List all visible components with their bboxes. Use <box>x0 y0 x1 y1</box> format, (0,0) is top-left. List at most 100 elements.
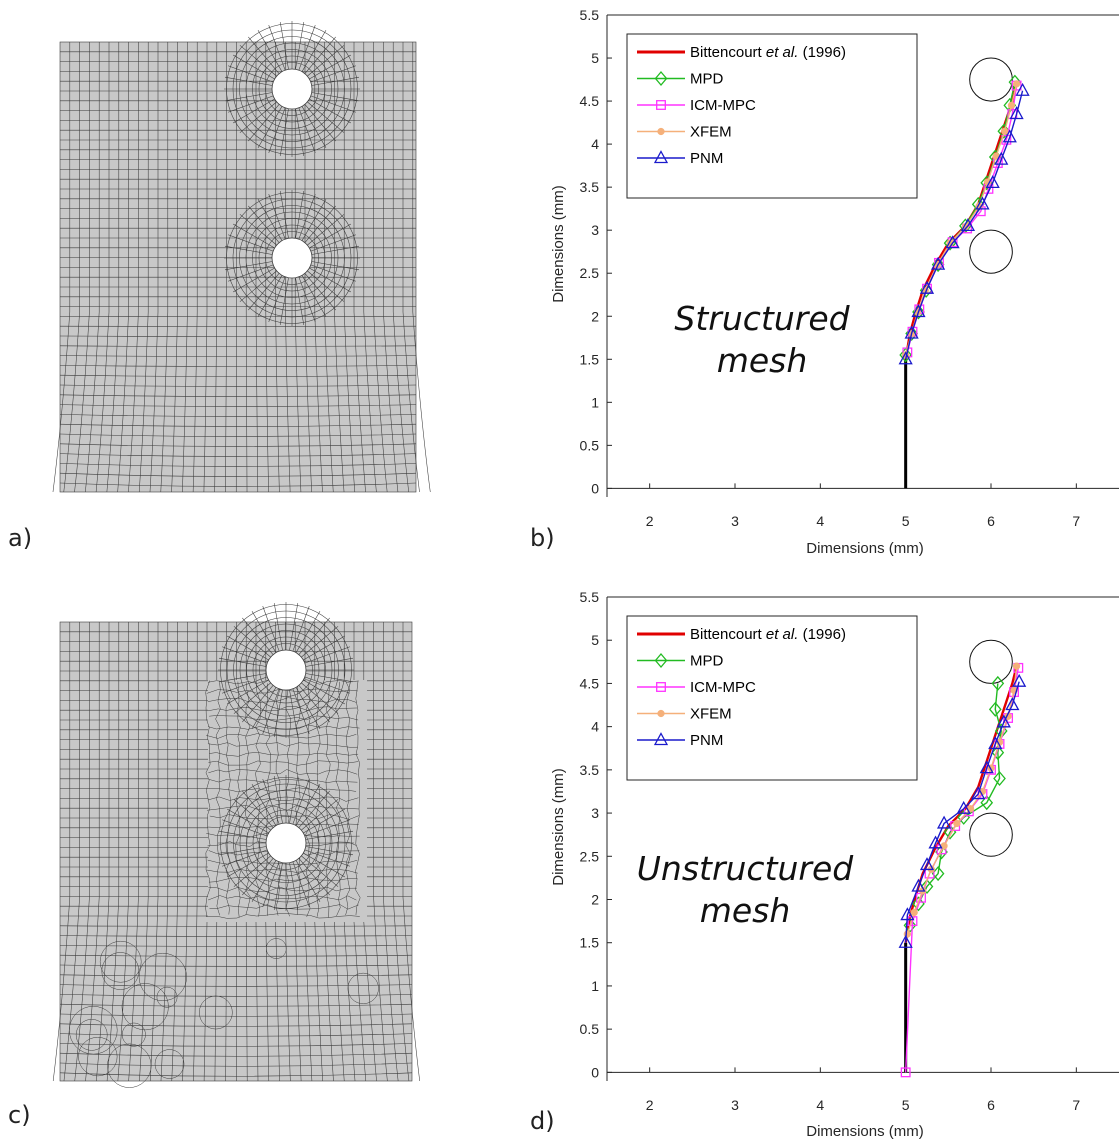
series-bittencourt <box>904 83 1018 360</box>
data-point-mpd <box>920 879 934 895</box>
data-point-pnm <box>898 934 913 948</box>
x-tick-label: 6 <box>987 1097 995 1113</box>
annotation-line-1: Structured <box>674 299 850 338</box>
data-point-pnm <box>996 714 1011 728</box>
legend-item-xfem: XFEM <box>637 706 732 723</box>
mesh-hole-1 <box>265 649 307 691</box>
x-tick-label: 7 <box>1072 513 1080 529</box>
data-point-pnm <box>936 815 952 829</box>
plot-area <box>898 57 1030 489</box>
y-tick-label: 3.5 <box>580 762 600 778</box>
unstructured-mesh-image <box>52 602 420 1088</box>
data-point-pnm <box>911 304 926 318</box>
legend-item-pnm: PNM <box>637 732 723 749</box>
x-tick-label: 7 <box>1072 1097 1080 1113</box>
data-point-pnm <box>985 174 1000 188</box>
plot-area <box>898 639 1027 1078</box>
data-point-xfem <box>1007 101 1016 110</box>
y-tick-label: 1 <box>591 394 599 410</box>
legend-label-pnm: PNM <box>690 732 723 749</box>
series-bittencourt <box>904 665 1018 943</box>
data-point-pnm <box>1012 673 1027 687</box>
data-point-pnm <box>975 196 990 210</box>
x-tick-label: 4 <box>816 513 824 529</box>
mesh-hole-1 <box>271 68 313 110</box>
series-line-bittencourt <box>904 665 1018 943</box>
y-tick-label: 3.5 <box>580 179 600 195</box>
legend-marker-icm <box>656 100 666 110</box>
legend-item-xfem: XFEM <box>637 124 732 141</box>
data-point-mpd <box>991 675 1005 691</box>
panel-label-b: b) <box>530 524 555 552</box>
legend-label-xfem: XFEM <box>690 706 732 723</box>
annotation-line-2: mesh <box>700 891 791 930</box>
data-point-pnm <box>904 325 919 339</box>
y-tick-label: 5 <box>591 632 599 648</box>
y-tick-label: 1.5 <box>580 351 600 367</box>
legend-marker-pnm <box>653 732 669 746</box>
y-tick-label: 0.5 <box>580 1021 600 1037</box>
x-tick-label: 3 <box>731 1097 739 1113</box>
hole-outline-2 <box>969 229 1013 274</box>
data-point-pnm <box>919 280 935 294</box>
series-pnm <box>898 673 1027 948</box>
mesh-hole-2 <box>265 822 307 864</box>
x-tick-label: 3 <box>731 513 739 529</box>
y-tick-label: 4.5 <box>580 675 600 691</box>
data-point-pnm <box>994 151 1009 165</box>
data-point-pnm <box>979 760 994 774</box>
hole-refinement-1 <box>224 21 360 157</box>
data-point-xfem <box>1012 662 1021 670</box>
data-point-mpd <box>991 745 1005 761</box>
data-point-pnm <box>971 786 986 800</box>
y-tick-label: 0.5 <box>580 437 600 453</box>
legend-box <box>626 615 918 781</box>
mesh-panel-a <box>52 21 431 493</box>
x-tick-label: 2 <box>646 1097 654 1113</box>
legend-item-mpd: MPD <box>637 653 724 670</box>
y-tick-label: 4 <box>591 719 599 735</box>
legend-item-icm: ICM-MPC <box>637 679 756 696</box>
structured-mesh-image <box>52 21 431 493</box>
legend-marker-icm <box>656 682 666 692</box>
x-axis-label: Dimensions (mm) <box>806 540 924 557</box>
data-point-pnm <box>900 907 915 921</box>
panel-label-d: d) <box>530 1107 555 1135</box>
x-tick-label: 4 <box>816 1097 824 1113</box>
legend-label-xfem: XFEM <box>690 124 732 141</box>
data-point-xfem <box>1012 80 1021 88</box>
hole-outline-1 <box>969 57 1013 102</box>
data-point-pnm <box>930 256 946 270</box>
y-tick-label: 1.5 <box>580 935 600 951</box>
chart-unstructured: 0 0.5 1 1.5 2 2.5 3 3.5 4 4.5 5 5.5 2 3 4 5 6 7 Dimensions… <box>550 589 1119 1140</box>
legend-marker-xfem <box>657 709 665 718</box>
data-point-mpd <box>899 347 913 363</box>
data-point-pnm <box>1009 106 1024 120</box>
data-point-pnm <box>960 218 976 232</box>
data-point-pnm <box>988 736 1003 750</box>
y-tick-label: 5 <box>591 50 599 66</box>
hole-outline-2 <box>969 812 1013 857</box>
legend-marker-xfem <box>657 127 665 136</box>
x-axis-label: Dimensions (mm) <box>806 1123 924 1140</box>
data-point-xfem <box>1001 127 1009 135</box>
y-tick-label: 2 <box>591 892 599 908</box>
legend-item-mpd: MPD <box>637 71 724 88</box>
data-point-mpd <box>988 701 1002 717</box>
x-tick-label: 5 <box>902 513 910 529</box>
data-point-mpd <box>980 795 994 811</box>
y-tick-label: 0 <box>591 480 599 496</box>
legend-label-bittencourt: Bittencourt et al. (1996) <box>690 626 846 643</box>
series-pnm <box>898 82 1030 365</box>
legend-item-bittencourt: Bittencourt et al. (1996) <box>637 626 846 643</box>
series-line-pnm <box>904 90 1024 360</box>
hole-refinement-2 <box>224 190 360 326</box>
y-tick-label: 4 <box>591 136 599 152</box>
chart-structured: 0 0.5 1 1.5 2 2.5 3 3.5 4 4.5 5 5.5 2 3 4 5 6 7 Dimensions… <box>550 7 1119 557</box>
y-tick-label: 1 <box>591 978 599 994</box>
y-tick-label: 2.5 <box>580 848 600 864</box>
y-tick-label: 2 <box>591 308 599 324</box>
series-line-pnm <box>904 681 1020 943</box>
mesh-grid-lines <box>52 42 431 493</box>
